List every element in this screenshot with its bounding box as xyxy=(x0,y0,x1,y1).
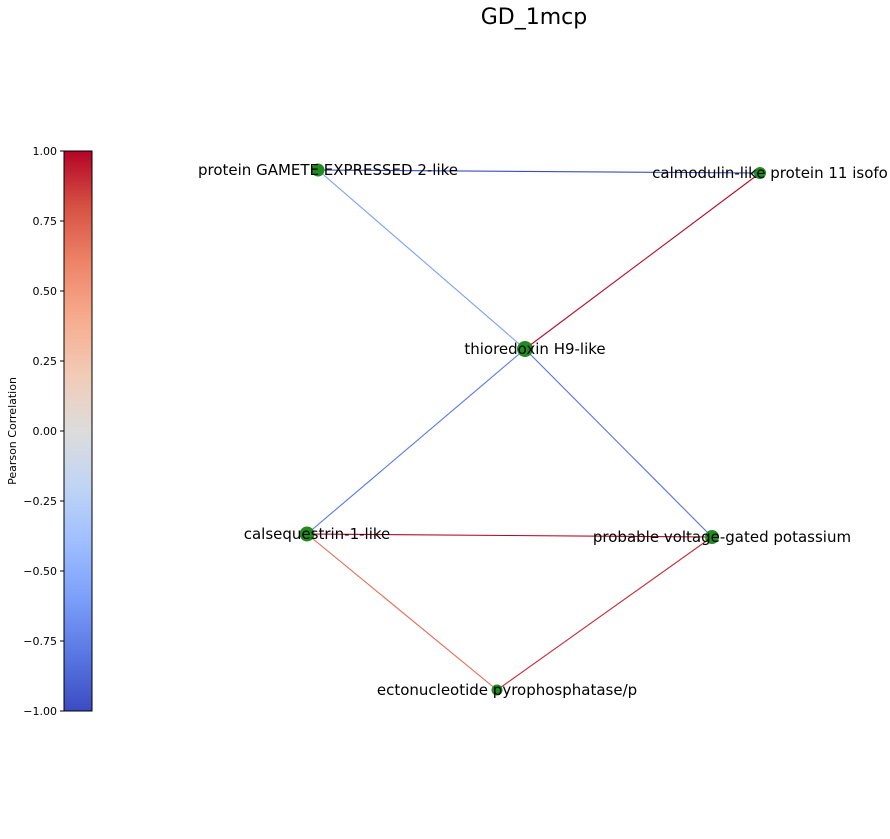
colorbar-tick-label: 0.25 xyxy=(33,355,58,368)
network-nodes xyxy=(299,163,766,696)
colorbar-tick-label: 0.75 xyxy=(33,215,58,228)
colorbar: 1.00 0.75 0.50 0.25 0.00 −0.25 −0.50 −0.75 −1.00… xyxy=(6,145,93,718)
colorbar-label: Pearson Correlation xyxy=(6,377,19,485)
node-thioredoxin xyxy=(517,341,533,357)
colorbar-tick-label: −0.25 xyxy=(23,495,57,508)
node-ecto xyxy=(491,684,503,696)
edge-gamete-calmodulin xyxy=(317,169,761,174)
edge-potassium-ecto xyxy=(496,536,713,691)
colorbar-tick-label: 0.00 xyxy=(33,425,58,438)
edge-calmodulin-thioredoxin xyxy=(524,172,761,350)
edge-calsequestrin-potassium xyxy=(306,533,713,538)
node-calsequestrin xyxy=(299,526,315,542)
colorbar-tick-label: −1.00 xyxy=(23,705,57,718)
node-label-gamete: protein GAMETE EXPRESSED 2-like xyxy=(198,161,458,179)
node-calmodulin xyxy=(754,167,766,179)
edge-thioredoxin-calsequestrin xyxy=(306,348,526,535)
node-label-thioredoxin: thioredoxin H9-like xyxy=(464,340,605,358)
colorbar-ticks: 1.00 0.75 0.50 0.25 0.00 −0.25 −0.50 −0.75 −1.00 xyxy=(23,145,64,718)
network-node-labels: protein GAMETE EXPRESSED 2-like calmoduli… xyxy=(198,161,888,699)
colorbar-tick-label: 1.00 xyxy=(33,145,58,158)
node-gamete xyxy=(311,163,325,177)
network-edges xyxy=(306,169,761,691)
edge-calsequestrin-ecto xyxy=(306,533,498,691)
node-label-calsequestrin: calsequestrin-1-like xyxy=(244,525,391,543)
colorbar-tick-label: −0.50 xyxy=(23,565,57,578)
node-label-potassium: probable voltage-gated potassium xyxy=(593,528,851,546)
node-potassium xyxy=(705,530,719,544)
colorbar-tick-label: 0.50 xyxy=(33,285,58,298)
edge-thioredoxin-potassium xyxy=(524,348,713,538)
colorbar-gradient-bar xyxy=(63,150,93,712)
colorbar-tick-label: −0.75 xyxy=(23,635,57,648)
node-label-ecto: ectonucleotide pyrophosphatase/p xyxy=(377,681,637,699)
node-label-calmodulin: calmodulin-like protein 11 isofo xyxy=(652,164,888,182)
figure-title: GD_1mcp xyxy=(481,5,587,30)
edge-gamete-thioredoxin xyxy=(317,169,526,350)
